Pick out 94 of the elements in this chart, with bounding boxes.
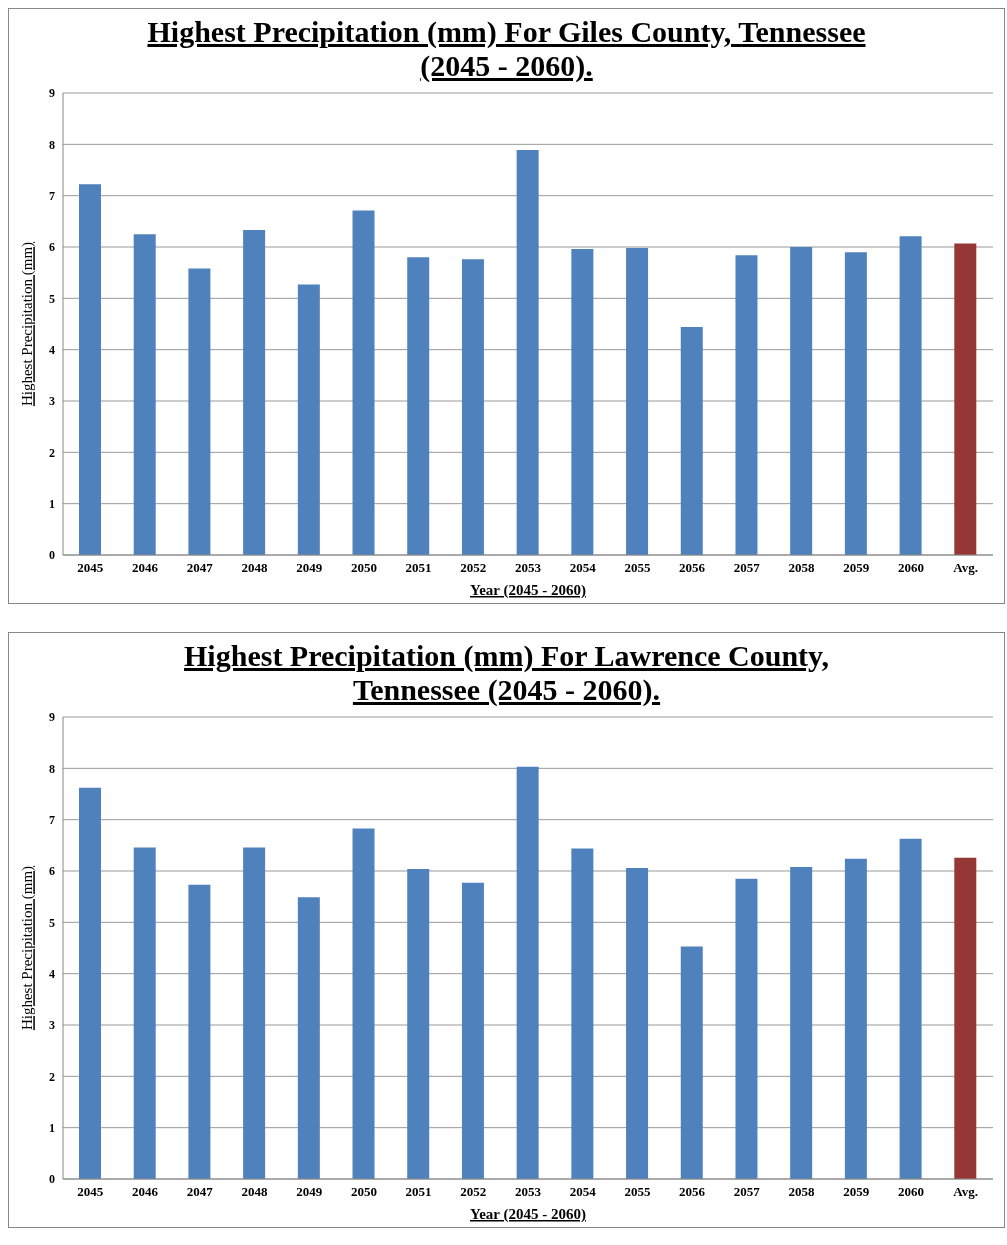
y-tick-label: 5 bbox=[49, 915, 55, 930]
x-tick-label: 2052 bbox=[460, 560, 487, 576]
bar bbox=[352, 828, 375, 1179]
bar bbox=[407, 257, 430, 555]
x-tick-label: 2058 bbox=[788, 1184, 816, 1200]
x-tick-label: 2047 bbox=[186, 1184, 214, 1200]
bar bbox=[133, 847, 156, 1179]
y-tick-label: 7 bbox=[49, 188, 55, 203]
bar bbox=[954, 857, 977, 1179]
y-tick-label: 8 bbox=[49, 761, 55, 776]
bar bbox=[188, 268, 211, 555]
chart-title: Highest Precipitation (mm) For Lawrence County, Tennessee (2045 - 2060). bbox=[183, 639, 830, 707]
y-tick-label: 9 bbox=[49, 710, 55, 725]
x-tick-label: 2055 bbox=[624, 560, 651, 576]
x-tick-label: 2048 bbox=[241, 1184, 268, 1200]
bar bbox=[79, 184, 101, 555]
bar bbox=[954, 243, 977, 555]
chart-title: Highest Precipitation (mm) For Giles County, Tennessee (2045 - 2060). bbox=[146, 15, 867, 83]
x-tick-label: 2053 bbox=[515, 560, 542, 576]
bar bbox=[516, 766, 539, 1179]
bar bbox=[790, 866, 813, 1179]
bar bbox=[844, 858, 867, 1179]
x-tick-label: 2056 bbox=[679, 1184, 706, 1200]
y-axis-title: Highest Precipitation (mm) bbox=[19, 241, 37, 407]
bar bbox=[899, 838, 922, 1179]
bar bbox=[188, 884, 211, 1179]
x-tick-label: 2054 bbox=[569, 1184, 597, 1200]
x-tick-label: 2049 bbox=[296, 560, 323, 576]
x-tick-label: 2060 bbox=[897, 560, 924, 576]
x-tick-label: 2052 bbox=[460, 1184, 487, 1200]
bar bbox=[133, 234, 156, 555]
y-axis-title: Highest Precipitation (mm) bbox=[19, 865, 37, 1031]
bar bbox=[844, 252, 867, 555]
x-axis-title: Year (2045 - 2060) bbox=[470, 1206, 586, 1223]
bar bbox=[297, 284, 320, 555]
bar bbox=[735, 255, 758, 555]
x-tick-label: 2046 bbox=[132, 1184, 159, 1200]
bar bbox=[243, 230, 266, 555]
y-tick-label: 1 bbox=[49, 1120, 55, 1135]
y-tick-label: 2 bbox=[49, 1069, 55, 1084]
x-tick-label: 2059 bbox=[843, 560, 870, 576]
bar bbox=[899, 236, 922, 555]
y-tick-label: 1 bbox=[49, 496, 55, 511]
y-tick-label: 8 bbox=[49, 137, 55, 152]
bar bbox=[680, 946, 703, 1179]
bar bbox=[626, 867, 649, 1179]
bar bbox=[571, 249, 594, 555]
x-tick-label: 2045 bbox=[77, 560, 104, 576]
x-tick-label: 2056 bbox=[679, 560, 706, 576]
y-tick-label: 5 bbox=[49, 291, 55, 306]
x-axis-title: Year (2045 - 2060) bbox=[470, 582, 586, 599]
x-tick-label: 2048 bbox=[241, 560, 268, 576]
x-tick-label: 2051 bbox=[405, 560, 432, 576]
y-tick-label: 0 bbox=[49, 1172, 55, 1187]
x-tick-label: 2054 bbox=[569, 560, 597, 576]
x-tick-label: Avg. bbox=[953, 560, 978, 576]
y-tick-label: 2 bbox=[49, 445, 55, 460]
y-tick-label: 7 bbox=[49, 812, 55, 827]
bar bbox=[626, 248, 649, 555]
x-tick-label: 2047 bbox=[186, 560, 214, 576]
bar bbox=[79, 787, 101, 1179]
x-tick-label: 2046 bbox=[132, 560, 159, 576]
y-tick-label: 3 bbox=[49, 394, 55, 409]
x-tick-label: 2055 bbox=[624, 1184, 651, 1200]
bar bbox=[461, 882, 484, 1179]
y-tick-label: 6 bbox=[49, 240, 55, 255]
bar bbox=[297, 897, 320, 1179]
x-tick-label: 2045 bbox=[77, 1184, 104, 1200]
x-tick-label: 2057 bbox=[733, 560, 761, 576]
bar bbox=[461, 259, 484, 555]
y-tick-label: 4 bbox=[49, 966, 55, 981]
bar bbox=[352, 210, 375, 555]
y-tick-label: 3 bbox=[49, 1018, 55, 1033]
bar bbox=[735, 878, 758, 1179]
bar bbox=[516, 149, 539, 555]
x-tick-label: 2051 bbox=[405, 1184, 432, 1200]
x-tick-label: 2059 bbox=[843, 1184, 870, 1200]
x-tick-label: Avg. bbox=[953, 1184, 978, 1200]
x-tick-label: 2058 bbox=[788, 560, 816, 576]
bar bbox=[571, 848, 594, 1179]
x-tick-label: 2049 bbox=[296, 1184, 323, 1200]
y-tick-label: 9 bbox=[49, 86, 55, 101]
bar bbox=[407, 868, 430, 1179]
y-tick-label: 6 bbox=[49, 864, 55, 879]
x-tick-label: 2053 bbox=[515, 1184, 542, 1200]
x-tick-label: 2057 bbox=[733, 1184, 761, 1200]
x-tick-label: 2050 bbox=[350, 1184, 377, 1200]
y-tick-label: 4 bbox=[49, 342, 55, 357]
bar bbox=[680, 327, 703, 555]
bar bbox=[790, 247, 813, 555]
y-tick-label: 0 bbox=[49, 548, 55, 563]
x-tick-label: 2050 bbox=[350, 560, 377, 576]
bar bbox=[243, 847, 266, 1179]
x-tick-label: 2060 bbox=[897, 1184, 924, 1200]
